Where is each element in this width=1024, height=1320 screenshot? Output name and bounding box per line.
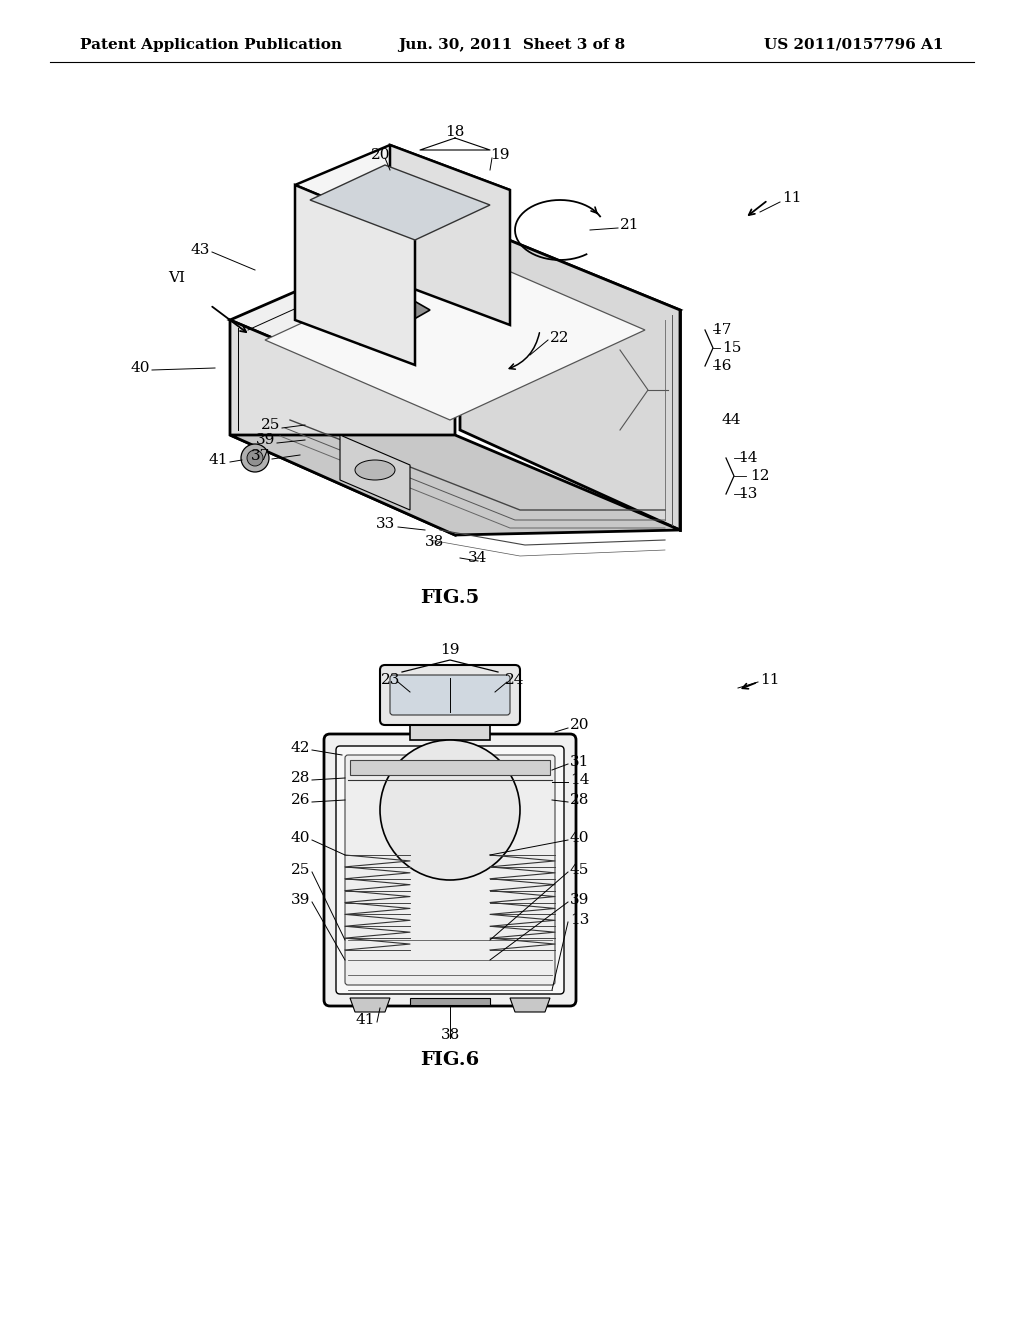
Text: 31: 31 <box>570 755 590 770</box>
Text: 14: 14 <box>738 451 758 465</box>
Text: 33: 33 <box>376 517 395 531</box>
Text: 11: 11 <box>782 191 802 205</box>
Text: 23: 23 <box>381 673 400 686</box>
Text: 42: 42 <box>291 741 310 755</box>
FancyBboxPatch shape <box>324 734 575 1006</box>
Text: FIG.6: FIG.6 <box>421 1051 479 1069</box>
FancyBboxPatch shape <box>380 665 520 725</box>
Text: 39: 39 <box>256 433 275 447</box>
Text: 14: 14 <box>570 774 590 787</box>
Text: 38: 38 <box>425 535 444 549</box>
Text: 41: 41 <box>355 1012 375 1027</box>
Polygon shape <box>230 319 455 535</box>
FancyBboxPatch shape <box>390 675 510 715</box>
Text: 24: 24 <box>505 673 524 686</box>
Text: 15: 15 <box>722 341 741 355</box>
Polygon shape <box>350 294 395 345</box>
FancyBboxPatch shape <box>345 755 555 985</box>
Text: 20: 20 <box>570 718 590 733</box>
Polygon shape <box>410 719 490 741</box>
Text: VI: VI <box>168 271 185 285</box>
Polygon shape <box>360 290 430 330</box>
Polygon shape <box>350 998 390 1012</box>
Text: 28: 28 <box>291 771 310 785</box>
Polygon shape <box>390 145 510 325</box>
Text: US 2011/0157796 A1: US 2011/0157796 A1 <box>765 38 944 51</box>
Text: 37: 37 <box>251 449 270 463</box>
Text: 43: 43 <box>190 243 210 257</box>
Polygon shape <box>295 145 510 235</box>
Text: 20: 20 <box>371 148 390 162</box>
Text: 39: 39 <box>291 894 310 907</box>
Circle shape <box>380 741 520 880</box>
FancyBboxPatch shape <box>336 746 564 994</box>
Polygon shape <box>230 220 680 414</box>
Text: 25: 25 <box>291 863 310 876</box>
Polygon shape <box>310 165 490 240</box>
Polygon shape <box>295 185 415 366</box>
Text: 22: 22 <box>550 331 569 345</box>
Circle shape <box>241 444 269 473</box>
Text: Jun. 30, 2011  Sheet 3 of 8: Jun. 30, 2011 Sheet 3 of 8 <box>398 38 626 51</box>
Text: 13: 13 <box>570 913 590 927</box>
Text: 19: 19 <box>490 148 510 162</box>
Polygon shape <box>230 436 680 535</box>
Text: 40: 40 <box>291 832 310 845</box>
Circle shape <box>247 450 263 466</box>
Text: 44: 44 <box>722 413 741 426</box>
Polygon shape <box>510 998 550 1012</box>
Text: 16: 16 <box>712 359 731 374</box>
Polygon shape <box>340 436 410 510</box>
Text: 18: 18 <box>445 125 465 139</box>
Polygon shape <box>265 249 645 420</box>
Text: 39: 39 <box>570 894 590 907</box>
Text: 40: 40 <box>130 360 150 375</box>
Text: 41: 41 <box>209 453 228 467</box>
Text: 17: 17 <box>712 323 731 337</box>
Text: 13: 13 <box>738 487 758 502</box>
Text: 12: 12 <box>750 469 769 483</box>
Polygon shape <box>350 760 550 775</box>
Text: 25: 25 <box>261 418 280 432</box>
Text: 21: 21 <box>620 218 640 232</box>
Text: 28: 28 <box>570 793 590 807</box>
Text: 26: 26 <box>291 793 310 807</box>
Text: 19: 19 <box>440 643 460 657</box>
Ellipse shape <box>355 459 395 480</box>
Polygon shape <box>410 998 490 1005</box>
Text: FIG.5: FIG.5 <box>421 589 479 607</box>
Text: 34: 34 <box>468 550 487 565</box>
Text: 40: 40 <box>570 832 590 845</box>
Text: Patent Application Publication: Patent Application Publication <box>80 38 342 51</box>
Text: 45: 45 <box>570 863 590 876</box>
Polygon shape <box>460 220 680 531</box>
Text: 38: 38 <box>440 1028 460 1041</box>
Text: 11: 11 <box>760 673 779 686</box>
